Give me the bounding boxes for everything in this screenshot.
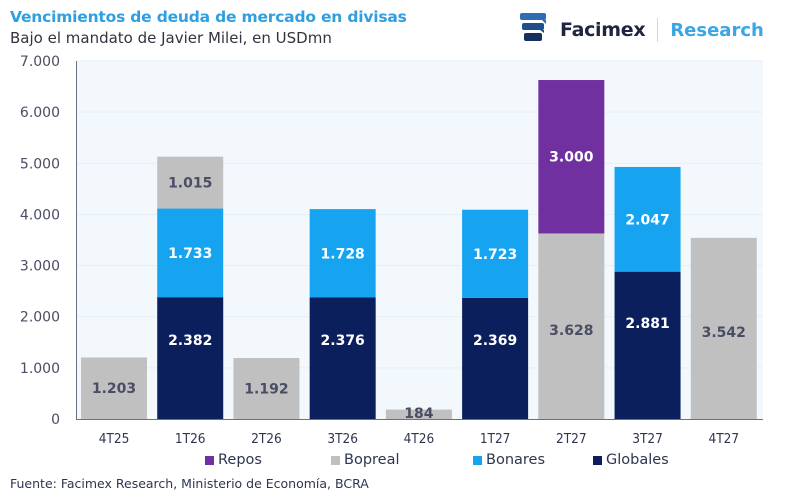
- legend-label-bonares: Bonares: [486, 452, 546, 468]
- x-tick-label: 3T26: [327, 431, 358, 447]
- y-tick-label: 5.000: [20, 156, 60, 172]
- bar-segment-globales: [462, 297, 529, 419]
- data-label: 184: [404, 406, 433, 422]
- x-tick-label: 4T26: [404, 431, 435, 447]
- y-tick-label: 2.000: [20, 310, 60, 326]
- bar-segment-bonares: [309, 209, 376, 298]
- bar-segment-repos: [538, 80, 605, 234]
- data-label: 3.542: [702, 325, 746, 341]
- chart-title: Vencimientos de deuda de mercado en divi…: [10, 8, 407, 26]
- facimex-logo-icon: [518, 11, 550, 49]
- data-label: 3.628: [549, 323, 593, 339]
- x-tick-label: 3T27: [632, 431, 663, 447]
- legend-label-bopreal: Bopreal: [344, 452, 400, 468]
- bar-segment-bonares: [614, 166, 681, 272]
- logo-division-text: Research: [670, 19, 764, 41]
- x-tick-label: 2T27: [556, 431, 587, 447]
- source-note: Fuente: Facimex Research, Ministerio de …: [10, 476, 369, 491]
- legend-label-repos: Repos: [218, 452, 262, 468]
- legend: Repos Bopreal Bonares Globales: [0, 452, 800, 472]
- y-axis-ticks: 0 1.000 2.000 3.000 4.000 5.000 6.000 7.000: [20, 54, 60, 428]
- y-tick-label: 6.000: [20, 105, 60, 121]
- bar-segment-bonares: [157, 208, 224, 298]
- logo-divider: [657, 18, 659, 42]
- data-label: 2.881: [625, 316, 669, 332]
- facimex-logo: Facimex Research: [518, 12, 764, 48]
- bar-segment-bopreal: [385, 409, 452, 419]
- bar-segment-bonares: [462, 209, 529, 298]
- bar-segment-bopreal: [157, 156, 224, 209]
- value-labels: 2.382 2.376 2.369 2.881 1.733 1.728 1.723 2.047…: [92, 150, 746, 422]
- data-label: 2.047: [625, 212, 669, 228]
- data-label: 1.192: [244, 382, 288, 398]
- bar-segment-globales: [157, 297, 224, 419]
- data-label: 3.000: [549, 150, 594, 166]
- data-label: 1.203: [92, 381, 136, 397]
- x-tick-label: 1T27: [480, 431, 511, 447]
- legend-swatch-bonares: [473, 455, 482, 465]
- legend-item-bonares: Bonares: [473, 452, 545, 468]
- legend-item-repos: Repos: [205, 452, 262, 468]
- legend-item-globales: Globales: [593, 452, 669, 468]
- y-tick-label: 3.000: [20, 259, 60, 275]
- data-label: 2.369: [473, 333, 517, 349]
- bar-segment-bopreal: [233, 358, 300, 419]
- y-tick-label: 1.000: [20, 361, 60, 377]
- x-tick-label: 1T26: [175, 431, 206, 447]
- data-label: 2.382: [168, 333, 212, 349]
- bar-segment-bopreal: [690, 237, 757, 419]
- logo-brand-text: Facimex: [560, 19, 646, 41]
- legend-item-bopreal: Bopreal: [331, 452, 400, 468]
- bar-segment-globales: [614, 271, 681, 419]
- legend-swatch-repos: [205, 455, 214, 465]
- bars: [81, 80, 757, 419]
- x-axis-ticks: 4T25 1T26 2T26 3T26 4T26 1T27 2T27 3T27 4T27: [99, 431, 739, 447]
- data-label: 1.723: [473, 247, 517, 263]
- data-label: 1.733: [168, 246, 212, 262]
- legend-label-globales: Globales: [606, 452, 669, 468]
- bar-segment-bopreal: [538, 233, 605, 419]
- bar-segment-bopreal: [81, 357, 147, 419]
- legend-swatch-bopreal: [331, 455, 340, 465]
- x-tick-label: 4T27: [708, 431, 739, 447]
- x-tick-label: 4T25: [99, 431, 130, 447]
- data-label: 2.376: [321, 333, 365, 349]
- chart-subtitle: Bajo el mandato de Javier Milei, en USDm…: [10, 29, 332, 47]
- y-tick-label: 7.000: [20, 54, 60, 70]
- data-label: 1.728: [321, 246, 365, 262]
- y-tick-label: 4.000: [20, 207, 60, 223]
- bar-segment-globales: [309, 297, 376, 419]
- y-tick-label: 0: [51, 412, 60, 428]
- x-tick-label: 2T26: [251, 431, 282, 447]
- data-label: 1.015: [168, 176, 212, 192]
- legend-swatch-globales: [593, 455, 602, 465]
